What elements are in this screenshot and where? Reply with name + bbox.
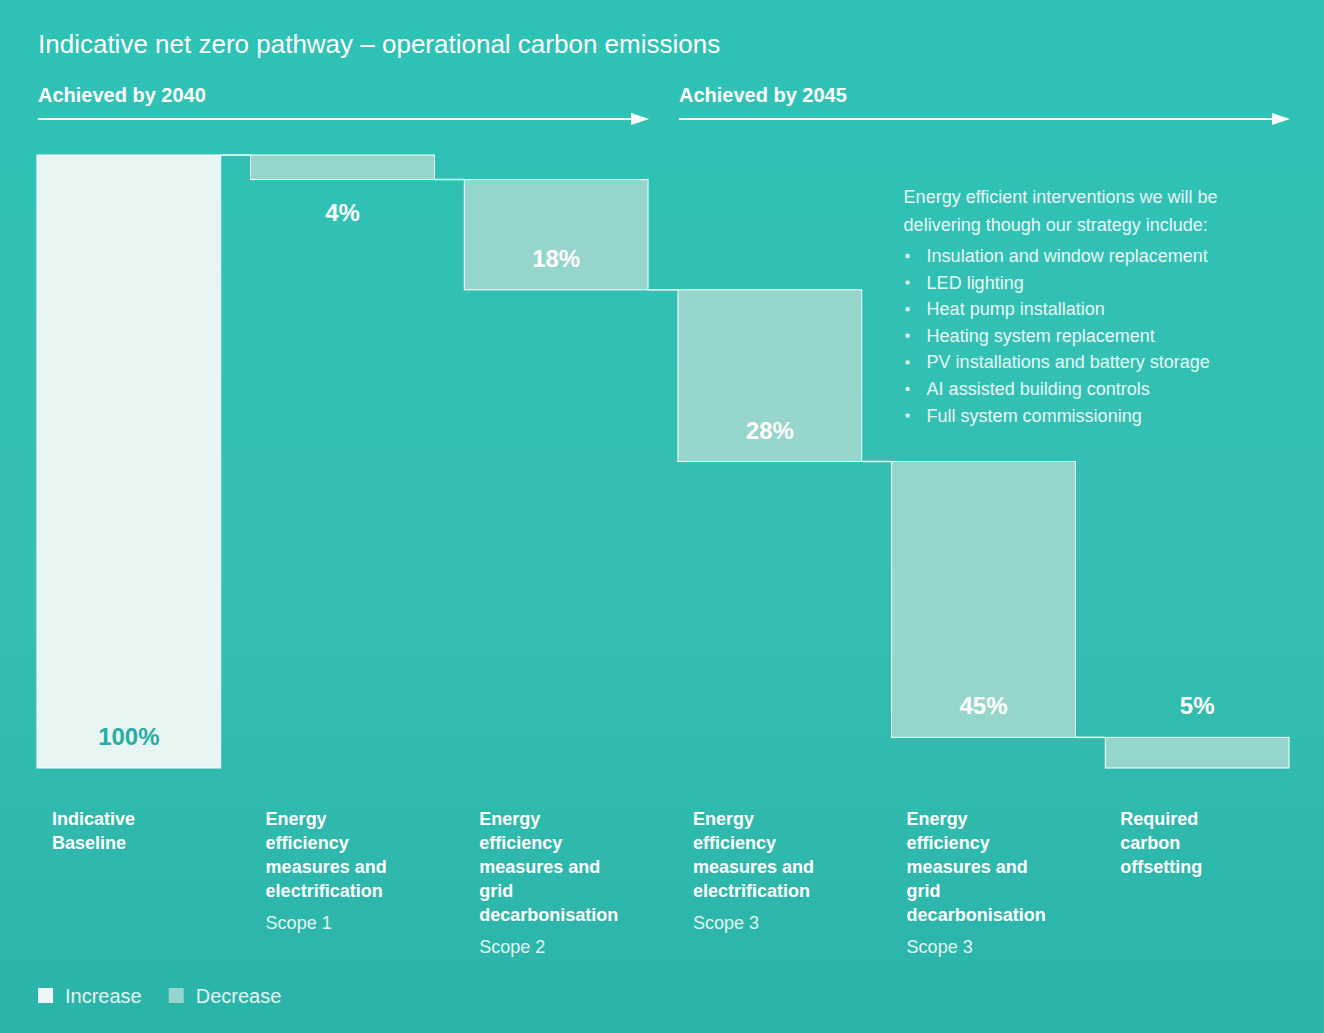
- category-label: Indicative Baseline: [52, 809, 135, 853]
- subcategory-label: Scope 1: [266, 913, 332, 933]
- text-line: measures and: [479, 857, 600, 877]
- text-line: grid: [479, 881, 513, 901]
- period-arrow: [38, 118, 635, 120]
- background: [0, 0, 1324, 1033]
- text-line: decarbonisation: [907, 905, 1046, 925]
- note-bullet: [905, 387, 909, 391]
- note-item: Heating system replacement: [927, 326, 1155, 346]
- period-label: Achieved by 2040: [38, 84, 206, 106]
- data-label: 5%: [1180, 692, 1215, 719]
- data-label: 100%: [98, 723, 159, 750]
- text-line: measures and: [693, 857, 814, 877]
- category-label: Required carbon offsetting: [1120, 809, 1202, 877]
- note-bullet: [905, 254, 909, 258]
- bar: [37, 155, 221, 768]
- text-line: electrification: [266, 881, 383, 901]
- data-labels: 100% 4% 18% 28% 45% 5%: [98, 199, 1214, 750]
- note-item: AI assisted building controls: [927, 379, 1150, 399]
- note-bullet: [905, 307, 909, 311]
- category-labels: Indicative Baseline Energy efficiency measur…: [52, 809, 1202, 957]
- text-line: Energy: [693, 809, 754, 829]
- text-line: measures and: [266, 857, 387, 877]
- bar: [464, 180, 648, 290]
- bar: [892, 462, 1076, 738]
- category-label: Energy efficiency measures and grid decarbon…: [907, 809, 1046, 925]
- note: Energy efficient interventions we will b…: [904, 187, 1218, 426]
- category-label: Energy efficiency measures and grid decarbon…: [479, 809, 618, 925]
- note-bullet: [905, 334, 909, 338]
- text-line: carbon: [1120, 833, 1180, 853]
- text-line: Energy efficient interventions we will b…: [904, 187, 1218, 207]
- note-item: LED lighting: [927, 273, 1024, 293]
- bar: [678, 290, 862, 462]
- text-line: efficiency: [693, 833, 776, 853]
- text-line: measures and: [907, 857, 1028, 877]
- subcategory-label: Scope 2: [479, 937, 545, 957]
- legend-swatch: [38, 988, 53, 1003]
- text-line: electrification: [693, 881, 810, 901]
- note-bullet: [905, 413, 909, 417]
- note-item: Insulation and window replacement: [927, 246, 1208, 266]
- text-line: efficiency: [907, 833, 990, 853]
- note-bullet: [905, 360, 909, 364]
- note-item: PV installations and battery storage: [927, 352, 1210, 372]
- data-label: 28%: [746, 417, 794, 444]
- text-line: Required: [1120, 809, 1198, 829]
- text-line: Baseline: [52, 833, 126, 853]
- note-item: Heat pump installation: [927, 299, 1105, 319]
- connector: [862, 461, 892, 463]
- title: Indicative net zero pathway – operationa…: [38, 29, 720, 59]
- text-line: Energy: [266, 809, 327, 829]
- period-label: Achieved by 2045: [679, 84, 847, 106]
- subcategory-label: Scope 3: [907, 937, 973, 957]
- text-line: decarbonisation: [479, 905, 618, 925]
- bar: [1105, 737, 1289, 768]
- text-line: offsetting: [1120, 857, 1202, 877]
- subcategory-label: Scope 3: [693, 913, 759, 933]
- period-arrowhead: [631, 113, 649, 125]
- note-heading: Energy efficient interventions we will b…: [904, 187, 1218, 235]
- data-label: 45%: [959, 692, 1007, 719]
- note-bullet: [905, 280, 909, 284]
- category-label: Energy efficiency measures and electrificat…: [693, 809, 814, 901]
- text-line: Indicative: [52, 809, 135, 829]
- data-label: 18%: [532, 245, 580, 272]
- connector: [648, 289, 678, 291]
- text-line: efficiency: [479, 833, 562, 853]
- period-arrowhead: [1272, 113, 1290, 125]
- text-line: delivering though our strategy include:: [904, 215, 1208, 235]
- legend-label: Increase: [65, 985, 142, 1007]
- connector: [434, 179, 464, 181]
- text-line: Energy: [479, 809, 540, 829]
- category-label: Energy efficiency measures and electrificat…: [266, 809, 387, 901]
- bar: [251, 155, 435, 180]
- text-line: grid: [907, 881, 941, 901]
- note-item: Full system commissioning: [927, 406, 1142, 426]
- legend-swatch: [169, 988, 184, 1003]
- text-line: Energy: [907, 809, 968, 829]
- legend-label: Decrease: [196, 985, 282, 1007]
- legend: Increase Decrease: [38, 985, 281, 1007]
- data-label: 4%: [325, 199, 360, 226]
- bars: [37, 155, 1289, 768]
- period-arrow: [679, 118, 1276, 120]
- connector: [221, 154, 251, 156]
- chart: Indicative net zero pathway – operationa…: [0, 0, 1324, 1033]
- connector: [1075, 737, 1105, 739]
- text-line: efficiency: [266, 833, 349, 853]
- connectors: [221, 155, 1106, 737]
